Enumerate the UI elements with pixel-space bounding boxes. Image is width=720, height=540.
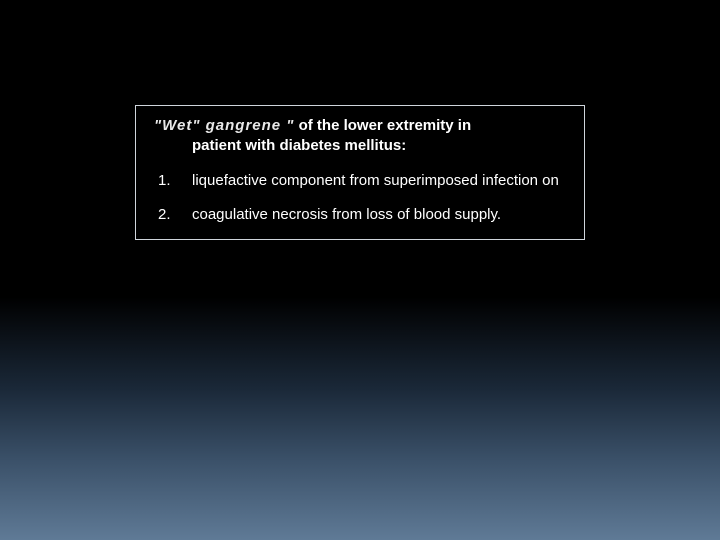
content-box: "Wet" gangrene " of the lower extremity … xyxy=(135,105,585,240)
numbered-list: liquefactive component from superimposed… xyxy=(154,171,566,226)
list-item: liquefactive component from superimposed… xyxy=(154,171,566,191)
title-rest: of the lower extremity in xyxy=(294,117,471,134)
slide-canvas: "Wet" gangrene " of the lower extremity … xyxy=(0,0,720,540)
slide-title: "Wet" gangrene " of the lower extremity … xyxy=(154,116,566,157)
list-item: coagulative necrosis from loss of blood … xyxy=(154,205,566,225)
title-line2: patient with diabetes mellitus: xyxy=(154,136,566,156)
title-lead: "Wet" gangrene " xyxy=(154,117,294,134)
